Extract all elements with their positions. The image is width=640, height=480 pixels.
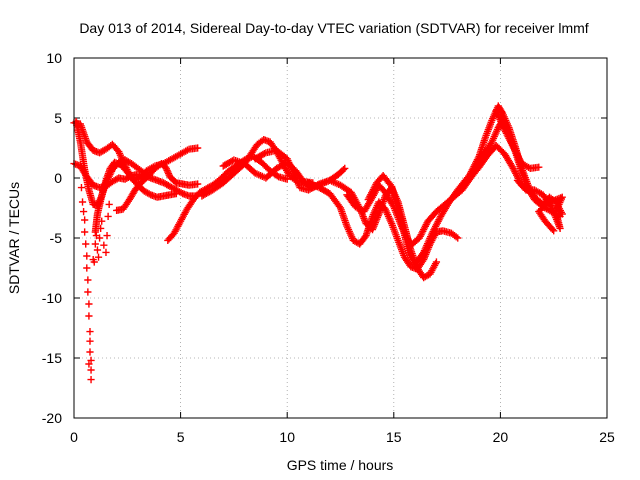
data-point [77, 184, 86, 192]
data-point [93, 246, 102, 254]
data-point [84, 288, 92, 296]
data-point [548, 225, 557, 234]
x-tick-label: 0 [70, 429, 78, 445]
series-scatter-dropouts [77, 184, 113, 384]
y-tick-label: -20 [42, 410, 62, 426]
y-tick-label: -15 [42, 350, 62, 366]
x-axis-label: GPS time / hours [287, 457, 394, 473]
data-point [86, 348, 94, 356]
y-tick-label: 0 [54, 170, 62, 186]
data-point [164, 168, 172, 176]
plot-frame [73, 57, 608, 419]
data-point [86, 337, 94, 345]
x-tick-label: 20 [493, 429, 509, 445]
data-point [535, 163, 543, 171]
data-point [432, 258, 441, 266]
y-tick-label: 10 [46, 50, 62, 66]
data-point [83, 252, 91, 260]
data-point [454, 234, 462, 242]
x-tick-label: 15 [386, 429, 402, 445]
data-point [550, 227, 558, 235]
y-tick-label: 5 [54, 110, 62, 126]
data-point [273, 172, 281, 180]
data-point [164, 170, 173, 178]
data-point [85, 360, 93, 368]
series-track-14 [492, 107, 543, 172]
data-point [90, 258, 98, 266]
data-point [85, 300, 93, 308]
data-point [260, 150, 268, 158]
y-tick-label: -5 [50, 230, 63, 246]
data-point [82, 240, 90, 248]
data-point [94, 253, 103, 261]
data-point [87, 366, 95, 374]
data-point [79, 208, 88, 216]
grid-lines [74, 58, 607, 418]
chart-title: Day 013 of 2014, Sidereal Day-to-day VTE… [79, 20, 588, 36]
series-track-4 [91, 144, 202, 236]
series-track-8 [219, 156, 349, 192]
series-track-7 [198, 136, 317, 200]
data-point [83, 264, 91, 272]
data-point [105, 200, 113, 208]
data-point [84, 276, 92, 284]
data-point [86, 328, 94, 336]
series-track-15 [513, 176, 566, 235]
data-point [81, 216, 89, 224]
data-point [163, 166, 171, 174]
data-point [177, 189, 185, 197]
data-point [81, 228, 89, 236]
data-point [194, 144, 202, 152]
data-point [102, 248, 110, 256]
data-point [104, 212, 112, 220]
data-point [145, 190, 153, 198]
data-point [87, 376, 95, 384]
data-point [103, 232, 111, 240]
data-point [194, 180, 202, 188]
series-track-5 [113, 160, 202, 214]
data-point [91, 240, 99, 248]
data-point [339, 166, 348, 174]
data-point [162, 163, 170, 171]
data-point [162, 165, 170, 173]
data-point [498, 108, 506, 116]
data-point [341, 164, 349, 172]
data-point [474, 154, 482, 162]
y-tick-label: -10 [42, 290, 62, 306]
data-point [78, 198, 87, 206]
y-axis-label: SDTVAR / TECUs [6, 182, 22, 294]
x-tick-label: 25 [599, 429, 615, 445]
data-point [98, 217, 106, 225]
axes: 0 5 10 15 20 25 10 5 0 -5 -10 -15 -20 [42, 50, 615, 445]
data-point [361, 233, 369, 241]
data-point [97, 224, 105, 232]
data-point [85, 312, 93, 320]
data-point [452, 233, 460, 241]
x-tick-label: 10 [279, 429, 295, 445]
plot-area [70, 102, 566, 384]
data-point [95, 234, 104, 242]
x-tick-label: 5 [177, 429, 185, 445]
data-point [100, 241, 108, 249]
